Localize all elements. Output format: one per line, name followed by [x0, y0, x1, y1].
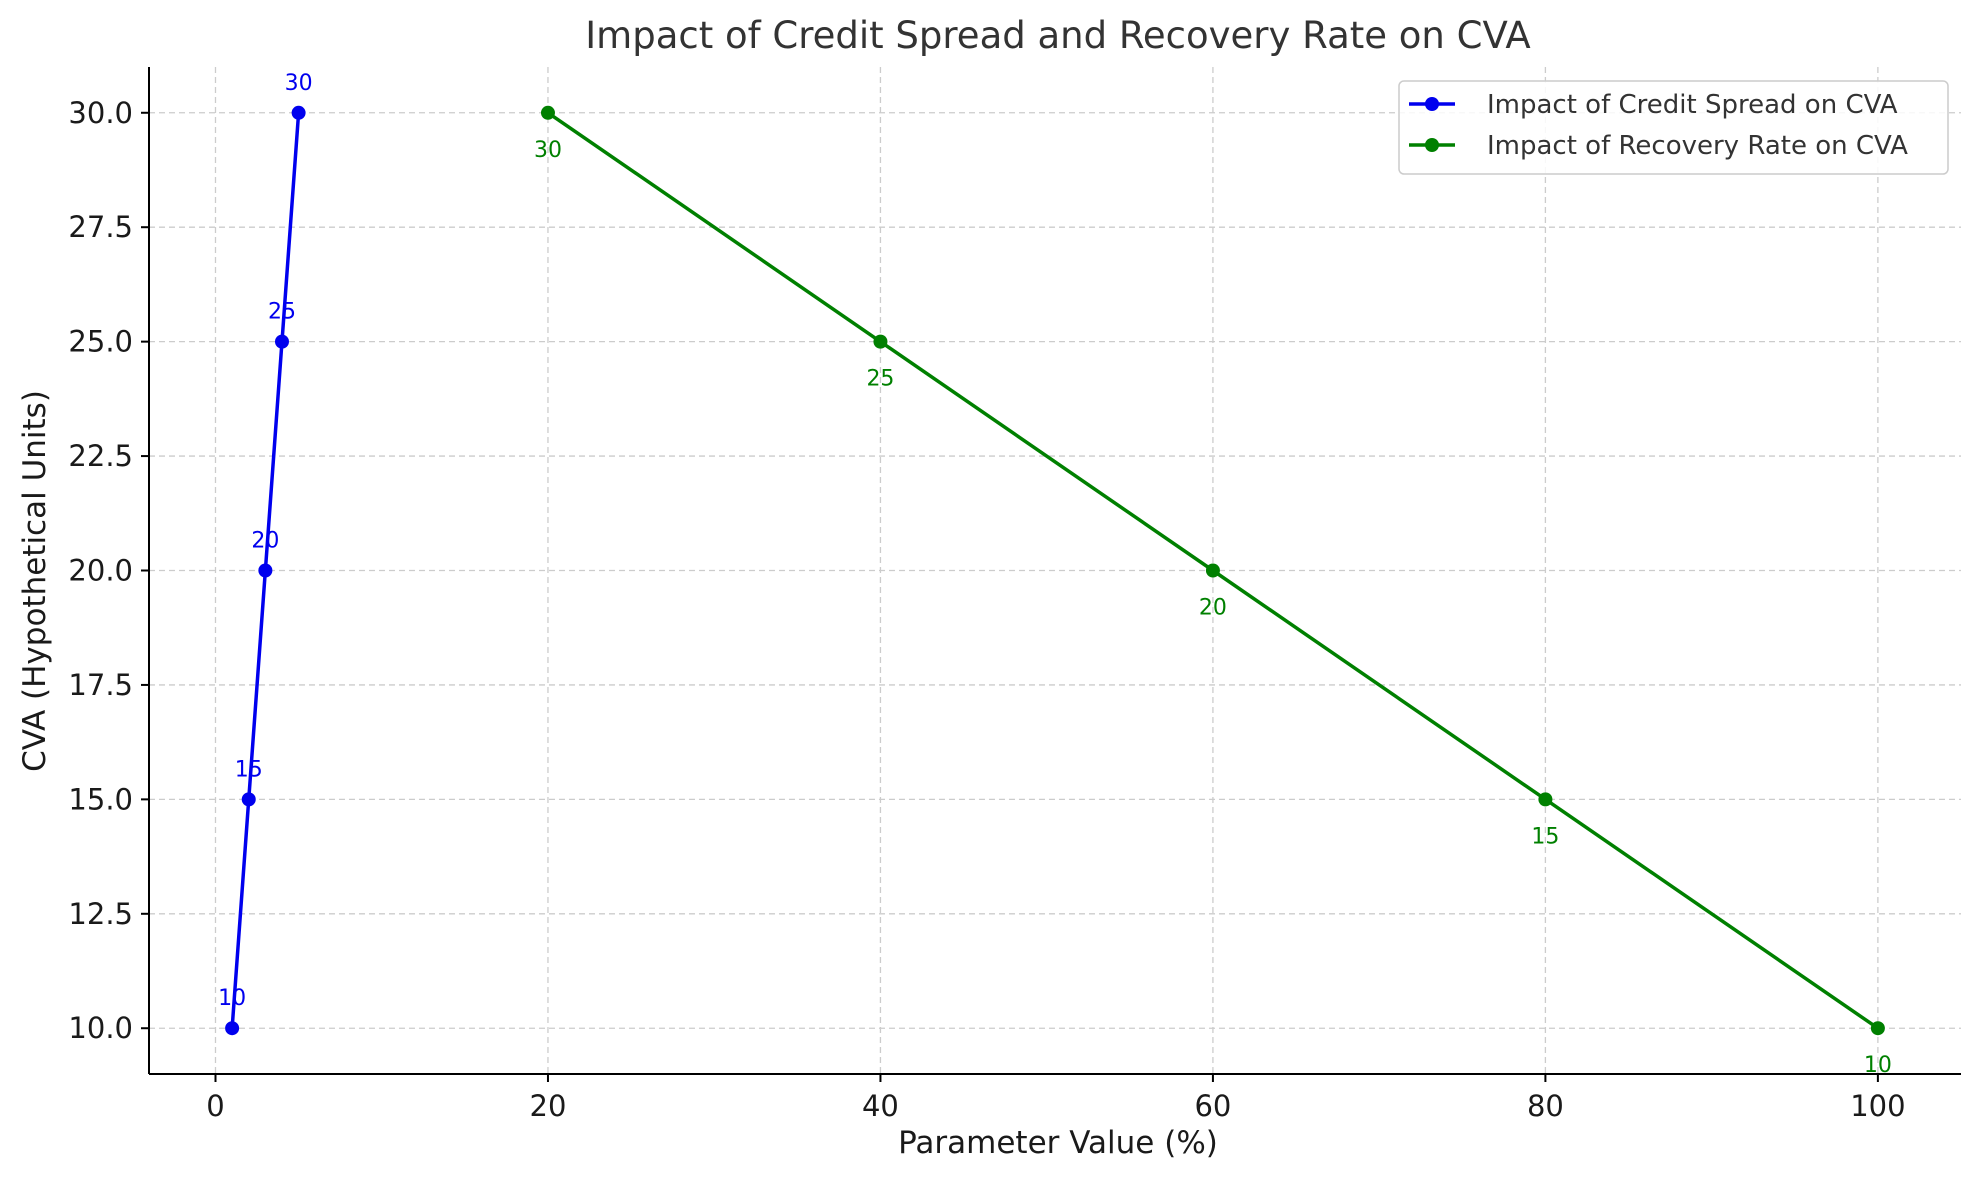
x-tick-label: 80 [1527, 1089, 1564, 1123]
data-label: 15 [1531, 824, 1559, 849]
data-point [1870, 1021, 1885, 1036]
y-tick-label: 27.5 [68, 210, 133, 244]
y-tick-label: 22.5 [68, 439, 133, 473]
legend-box [1398, 80, 1949, 175]
tick-labels: 0 20 40 60 80 100 10.0 12.5 15.0 17.5 20.0 22.5 25.0… [68, 96, 1905, 1123]
axes [141, 67, 1961, 1082]
legend-swatch-marker [1425, 138, 1439, 152]
y-tick-label: 10.0 [68, 1011, 133, 1045]
y-tick-label: 17.5 [68, 668, 133, 702]
x-tick-label: 40 [862, 1089, 899, 1123]
data-label: 30 [534, 138, 562, 163]
legend-label: Impact of Recovery Rate on CVA [1487, 131, 1908, 161]
data-point [1205, 563, 1220, 578]
data-point [540, 105, 555, 120]
data-labels: 10 15 20 25 30 30 25 20 15 10 [218, 71, 1892, 1078]
data-label: 25 [268, 300, 296, 325]
data-point [274, 334, 289, 349]
x-tick-label: 20 [530, 1089, 567, 1123]
data-point [258, 563, 273, 578]
x-tick-label: 100 [1850, 1089, 1905, 1123]
y-tick-label: 15.0 [68, 782, 133, 816]
data-point [241, 792, 256, 807]
data-label: 10 [218, 986, 246, 1011]
data-label: 10 [1864, 1053, 1892, 1078]
data-label: 20 [251, 529, 279, 554]
series-1 [225, 105, 306, 1036]
data-label: 25 [866, 367, 894, 392]
y-tick-label: 30.0 [68, 96, 133, 130]
series-2 [540, 105, 1885, 1036]
x-axis-label: Parameter Value (%) [898, 1125, 1218, 1161]
y-axis-label: CVA (Hypothetical Units) [17, 390, 53, 772]
legend-item: Impact of Recovery Rate on CVA [1409, 131, 1908, 161]
legend-swatch-marker [1425, 97, 1439, 111]
data-label: 30 [285, 71, 313, 96]
data-point [225, 1021, 240, 1036]
series-layer [225, 105, 1885, 1036]
legend-item: Impact of Credit Spread on CVA [1409, 90, 1898, 120]
x-tick-label: 60 [1194, 1089, 1231, 1123]
y-tick-label: 25.0 [68, 325, 133, 359]
legend-label: Impact of Credit Spread on CVA [1487, 90, 1898, 120]
data-point [1538, 792, 1553, 807]
data-point [873, 334, 888, 349]
data-label: 20 [1199, 596, 1227, 621]
y-tick-label: 12.5 [68, 897, 133, 931]
y-tick-label: 20.0 [68, 554, 133, 588]
legend: Impact of Credit Spread on CVA Impact of … [1398, 80, 1949, 175]
data-label: 15 [235, 757, 263, 782]
chart-title: Impact of Credit Spread and Recovery Rat… [585, 14, 1530, 57]
data-point [291, 105, 306, 120]
x-tick-label: 0 [206, 1089, 224, 1123]
